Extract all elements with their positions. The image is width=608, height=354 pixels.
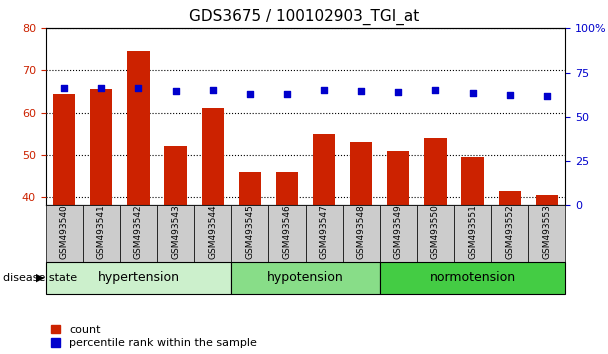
- Text: GSM493542: GSM493542: [134, 205, 143, 259]
- Text: GSM493540: GSM493540: [60, 204, 69, 259]
- Text: GSM493548: GSM493548: [357, 204, 366, 259]
- FancyBboxPatch shape: [46, 205, 83, 262]
- Text: ▶: ▶: [36, 273, 44, 283]
- FancyBboxPatch shape: [528, 205, 565, 262]
- FancyBboxPatch shape: [380, 205, 417, 262]
- FancyBboxPatch shape: [417, 205, 454, 262]
- Point: [505, 92, 514, 98]
- FancyBboxPatch shape: [454, 205, 491, 262]
- Bar: [201, 108, 224, 205]
- Point: [393, 89, 403, 95]
- Point: [356, 88, 366, 94]
- Bar: [164, 146, 187, 205]
- Text: GSM493544: GSM493544: [208, 205, 217, 259]
- Text: hypotension: hypotension: [267, 272, 344, 284]
- Text: GSM493551: GSM493551: [468, 204, 477, 259]
- Text: hypertension: hypertension: [97, 272, 179, 284]
- Bar: [499, 190, 521, 205]
- Bar: [350, 142, 372, 205]
- Bar: [276, 172, 298, 205]
- Text: GSM493553: GSM493553: [542, 204, 551, 259]
- Point: [245, 91, 255, 97]
- FancyBboxPatch shape: [157, 205, 194, 262]
- Point: [542, 93, 551, 98]
- Text: disease state: disease state: [3, 273, 77, 283]
- FancyBboxPatch shape: [194, 205, 231, 262]
- Bar: [90, 90, 112, 205]
- FancyBboxPatch shape: [231, 205, 268, 262]
- Point: [430, 87, 440, 93]
- Legend: count, percentile rank within the sample: count, percentile rank within the sample: [51, 325, 257, 348]
- Text: GSM493552: GSM493552: [505, 204, 514, 259]
- FancyBboxPatch shape: [491, 205, 528, 262]
- Bar: [424, 138, 447, 205]
- Text: GDS3675 / 100102903_TGI_at: GDS3675 / 100102903_TGI_at: [189, 9, 419, 25]
- Text: GSM493546: GSM493546: [283, 204, 291, 259]
- Text: GSM493549: GSM493549: [394, 204, 403, 259]
- Point: [282, 91, 292, 97]
- Bar: [461, 157, 484, 205]
- Point: [134, 85, 143, 91]
- Point: [171, 88, 181, 94]
- FancyBboxPatch shape: [343, 205, 380, 262]
- Text: GSM493547: GSM493547: [320, 204, 328, 259]
- FancyBboxPatch shape: [305, 205, 343, 262]
- Bar: [127, 51, 150, 205]
- Point: [97, 85, 106, 91]
- Bar: [536, 195, 558, 205]
- FancyBboxPatch shape: [231, 262, 380, 294]
- Text: normotension: normotension: [429, 272, 516, 284]
- FancyBboxPatch shape: [46, 262, 231, 294]
- Bar: [313, 134, 335, 205]
- FancyBboxPatch shape: [380, 262, 565, 294]
- FancyBboxPatch shape: [268, 205, 305, 262]
- Point: [319, 87, 329, 93]
- Text: GSM493541: GSM493541: [97, 204, 106, 259]
- Point: [208, 87, 218, 93]
- Text: GSM493543: GSM493543: [171, 204, 180, 259]
- Text: GSM493550: GSM493550: [431, 204, 440, 259]
- FancyBboxPatch shape: [120, 205, 157, 262]
- FancyBboxPatch shape: [83, 205, 120, 262]
- Point: [468, 90, 477, 96]
- Text: GSM493545: GSM493545: [245, 204, 254, 259]
- Point: [60, 85, 69, 91]
- Bar: [239, 172, 261, 205]
- Bar: [387, 150, 409, 205]
- Bar: [53, 94, 75, 205]
